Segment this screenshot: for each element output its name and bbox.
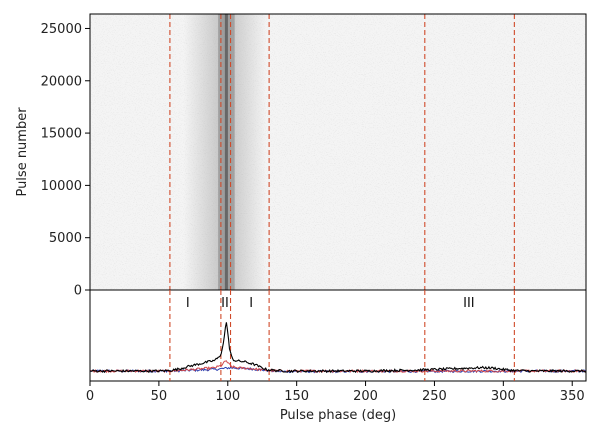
profile-line-0 [90, 322, 586, 374]
y-axis-ticks: 0 5000 10000 15000 20000 25000 [41, 22, 90, 299]
x-tick-label: 50 [151, 389, 168, 404]
profile-panel: I II I III 0 50 100 150 200 250 300 350 Pulse phas… [86, 289, 587, 423]
x-tick-label: 100 [215, 389, 240, 404]
y-tick-label: 10000 [41, 179, 82, 194]
y-tick-label: 15000 [41, 127, 82, 142]
pulse-stack-noise [90, 14, 586, 290]
region-labels: I II I III [186, 296, 475, 311]
x-tick-label: 0 [86, 389, 94, 404]
y-axis-label: Pulse number [15, 107, 30, 197]
pulse-stack-panel: 0 5000 10000 15000 20000 25000 Pulse number [15, 13, 587, 299]
x-axis-ticks: 0 50 100 150 200 250 300 350 [86, 381, 585, 404]
top-boundary-lines [169, 14, 515, 290]
x-axis-label: Pulse phase (deg) [280, 408, 396, 423]
y-tick-label: 20000 [41, 74, 82, 89]
emission-bands [183, 14, 267, 290]
y-tick-label: 5000 [49, 231, 82, 246]
profile-lines [90, 322, 586, 374]
x-tick-label: 200 [353, 389, 378, 404]
region-label: I [186, 296, 190, 311]
x-tick-label: 250 [422, 389, 447, 404]
region-label: I [249, 296, 253, 311]
region-label: III [463, 296, 475, 311]
profile-frame [89, 289, 587, 382]
x-tick-label: 300 [491, 389, 516, 404]
region-label: II [221, 296, 229, 311]
y-tick-label: 25000 [41, 22, 82, 37]
x-tick-label: 350 [560, 389, 585, 404]
x-tick-label: 150 [284, 389, 309, 404]
emission-peak-track [224, 14, 228, 290]
y-tick-label: 0 [74, 284, 82, 299]
